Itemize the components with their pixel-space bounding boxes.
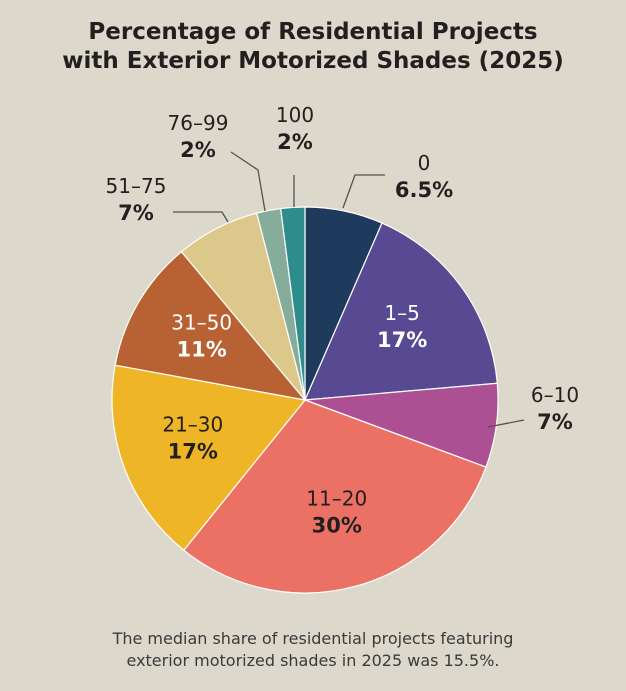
slice-value-label-5: 17% <box>168 440 218 464</box>
slice-value-label-1: 6.5% <box>395 178 453 202</box>
slice-value-label-7: 7% <box>118 201 154 225</box>
slice-category-label-4: 11–20 <box>306 486 367 510</box>
footnote-line-2: exterior motorized shades in 2025 was 15… <box>126 651 500 670</box>
footnote-line-1: The median share of residential projects… <box>112 629 514 648</box>
slice-value-label-6: 11% <box>177 338 227 362</box>
slice-category-label-5: 21–30 <box>162 413 223 437</box>
chart-title-line-2: with Exterior Motorized Shades (2025) <box>62 48 564 74</box>
leader-line-8 <box>230 151 266 212</box>
slice-value-label-3: 7% <box>537 410 573 434</box>
pie-slice-2 <box>304 222 498 401</box>
slice-value-label-4: 30% <box>312 513 362 537</box>
slice-category-label-3: 6–10 <box>531 383 579 407</box>
slice-category-label-7: 51–75 <box>106 174 167 198</box>
slice-category-label-2: 1–5 <box>384 301 419 325</box>
leader-line-7 <box>173 211 229 223</box>
slice-value-label-2: 17% <box>377 328 427 352</box>
pie-slice-6 <box>114 250 307 401</box>
leader-line-1 <box>342 174 385 209</box>
slice-category-label-1: 0 <box>418 151 431 175</box>
footnote: The median share of residential projects… <box>0 628 626 672</box>
slice-value-label-9: 2% <box>277 130 313 154</box>
pie-slice-5 <box>111 364 307 552</box>
pie-slice-4 <box>182 399 487 594</box>
pie-slice-9 <box>280 206 306 401</box>
slice-category-label-9: 100 <box>276 103 314 127</box>
leader-line-3 <box>487 419 525 428</box>
chart-title: Percentage of Residential Projects with … <box>0 18 626 76</box>
slice-category-label-8: 76–99 <box>168 111 229 135</box>
chart-title-line-1: Percentage of Residential Projects <box>88 19 538 45</box>
slice-value-label-8: 2% <box>180 138 216 162</box>
slice-category-label-6: 31–50 <box>171 311 232 335</box>
